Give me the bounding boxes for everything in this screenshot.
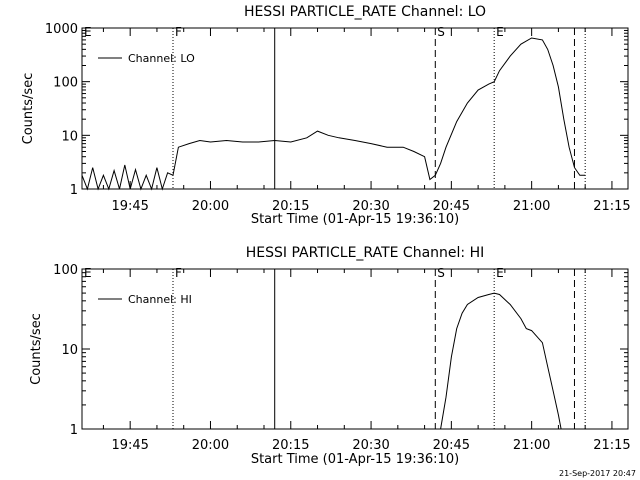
panel2-x-tick-label: 21:15 [593,438,630,453]
panel2-x-tick-label: 20:30 [352,438,389,453]
panel1-x-tick-label: 20:45 [433,199,470,214]
panel1-x-tick-label: 19:45 [111,199,148,214]
panel2-marker-label: S [437,266,445,280]
panel2-legend-label: Channel: HI [128,293,192,306]
panel2-y-tick-label: 100 [53,263,78,278]
panel1-x-tick-label: 20:15 [272,199,309,214]
panel1-x-tick-label: 21:00 [513,199,550,214]
panel2-series-line [440,292,562,430]
panel2-marker-label: E [496,266,504,280]
panel2-x-tick-label: 20:45 [433,438,470,453]
panel2-x-tick-label: 19:45 [111,438,148,453]
panel1-x-tick-label: 21:15 [593,199,630,214]
panel1-chart-title: HESSI PARTICLE_RATE Channel: LO [244,4,486,20]
panel2-x-tick-label: 20:00 [192,438,229,453]
footer-timestamp: 21-Sep-2017 20:47 [559,469,636,478]
panel1-x-tick-label: 20:00 [192,199,229,214]
panel1-plot-frame [81,27,629,190]
panel1-y-axis-label: Counts/sec [21,73,36,145]
panel1-y-tick-label: 10 [61,129,78,144]
panel1-y-tick-label: 1 [70,183,78,198]
panel1-y-tick-label: 100 [53,76,78,91]
panel1-x-tick-label: 20:30 [352,199,389,214]
panel2-marker-label: F [175,266,182,280]
panel2-x-tick-label: 21:00 [513,438,550,453]
panel1-series-line [81,37,586,191]
panel2-y-tick-label: 10 [61,343,78,358]
panel1-legend-label: Channel: LO [128,52,195,65]
panel1-y-tick-label: 1000 [45,22,78,37]
panel1-marker-label: S [437,25,445,39]
panel1-x-axis-label: Start Time (01-Apr-15 19:36:10) [251,212,459,227]
panel2-x-axis-label: Start Time (01-Apr-15 19:36:10) [251,452,459,467]
panel2-chart-title: HESSI PARTICLE_RATE Channel: HI [246,245,484,261]
panel1-marker-label: F [175,25,182,39]
panel2-y-tick-label: 1 [70,423,78,438]
panel2-y-axis-label: Counts/sec [29,313,44,385]
panel1-marker-label: E [496,25,504,39]
panel2-marker-label: E [84,266,92,280]
panel2-x-tick-label: 20:15 [272,438,309,453]
panel1-marker-label: E [84,25,92,39]
